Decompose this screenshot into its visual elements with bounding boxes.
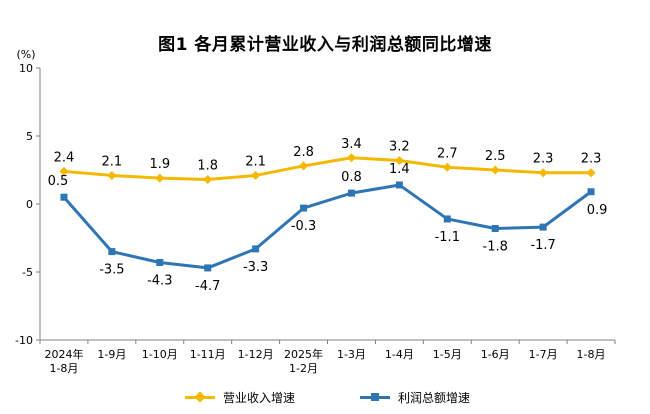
x-tick-label: 1-9月 [97,348,126,361]
legend-swatch-revenue [185,390,215,403]
data-label-profit: 0.9 [587,203,608,218]
data-label-revenue: 2.1 [245,154,266,169]
data-point-profit [108,248,116,256]
data-label-revenue: 2.7 [437,146,458,161]
chart-legend: 营业收入增速 利润总额增速 [0,385,650,409]
x-tick-label: 1-6月 [481,348,510,361]
data-label-revenue: 2.5 [485,149,506,164]
legend-label-revenue: 营业收入增速 [223,390,296,405]
series-line-profit [62,183,592,270]
x-tick-label: 1-3月 [337,348,366,361]
y-tick-label: -5 [22,266,33,279]
data-label-profit: -4.3 [147,273,172,288]
data-label-revenue: 3.2 [389,139,410,154]
data-point-profit [156,258,164,266]
data-label-revenue: 2.1 [102,154,123,169]
data-label-revenue: 2.8 [293,145,314,160]
legend-label-profit: 利润总额增速 [398,390,471,405]
data-label-profit: -3.3 [243,260,268,275]
data-point-profit [539,223,547,231]
x-tick-label: 1-4月 [385,348,414,361]
legend-item-revenue: 营业收入增速 [185,385,295,409]
data-point-profit [395,181,403,189]
data-point-revenue [203,175,213,185]
x-tick-label: 1-11月 [190,348,226,361]
data-point-revenue [538,168,548,178]
chart-title: 图1 各月累计营业收入与利润总额同比增速 [158,35,492,55]
data-label-revenue: 3.4 [341,137,362,152]
data-point-revenue [394,155,404,165]
x-tick-label: 2024年 [44,347,83,361]
y-tick-label: 10 [19,62,33,75]
data-point-profit [347,189,355,197]
data-point-revenue [107,170,117,180]
data-label-profit: 0.5 [48,174,69,189]
legend-item-profit: 利润总额增速 [360,385,470,409]
data-label-revenue: 2.4 [54,150,75,165]
data-point-revenue [155,173,165,183]
data-point-revenue [586,168,596,178]
data-point-profit [491,224,499,232]
x-tick-label: 1-7月 [529,348,558,361]
data-point-revenue [299,161,309,171]
data-point-profit [300,204,308,212]
data-point-revenue [490,165,500,175]
x-tick-label: 1-12月 [238,348,274,361]
y-tick-label: 5 [26,130,33,143]
data-point-profit [252,245,260,253]
data-point-profit [587,188,595,196]
data-point-profit [443,215,451,223]
data-label-profit: -4.7 [195,279,220,294]
data-point-revenue [442,162,452,172]
data-point-profit [60,193,68,201]
data-label-profit: -3.5 [99,263,124,278]
x-tick-label: 1-2月 [289,362,318,375]
x-tick-label: 2025年 [284,347,323,361]
x-tick-label: 1-5月 [433,348,462,361]
data-label-revenue: 2.3 [533,152,554,167]
x-tick-label: 1-8月 [577,348,606,361]
x-tick-label: 1-8月 [49,362,78,375]
y-tick-label: -10 [15,334,33,347]
data-point-profit [204,264,212,272]
data-label-revenue: 1.8 [197,159,218,174]
square-marker-icon [371,392,379,401]
data-label-profit: -1.1 [435,230,460,245]
data-label-profit: -1.7 [530,238,555,253]
data-label-revenue: 1.9 [149,157,170,172]
x-tick-label: 1-10月 [142,348,178,361]
data-label-profit: -1.8 [483,239,508,254]
data-label-revenue: 2.3 [581,152,602,167]
legend-swatch-profit [360,392,390,401]
y-tick-label: 0 [26,198,33,211]
data-point-revenue [251,170,261,180]
diamond-marker-icon [194,390,206,403]
data-label-profit: 1.4 [389,162,410,177]
data-point-revenue [59,166,69,176]
data-point-revenue [346,153,356,163]
series-line-revenue [63,156,592,182]
y-unit-label: (%) [16,48,35,61]
data-label-profit: -0.3 [291,219,316,234]
data-label-profit: 0.8 [341,170,362,185]
